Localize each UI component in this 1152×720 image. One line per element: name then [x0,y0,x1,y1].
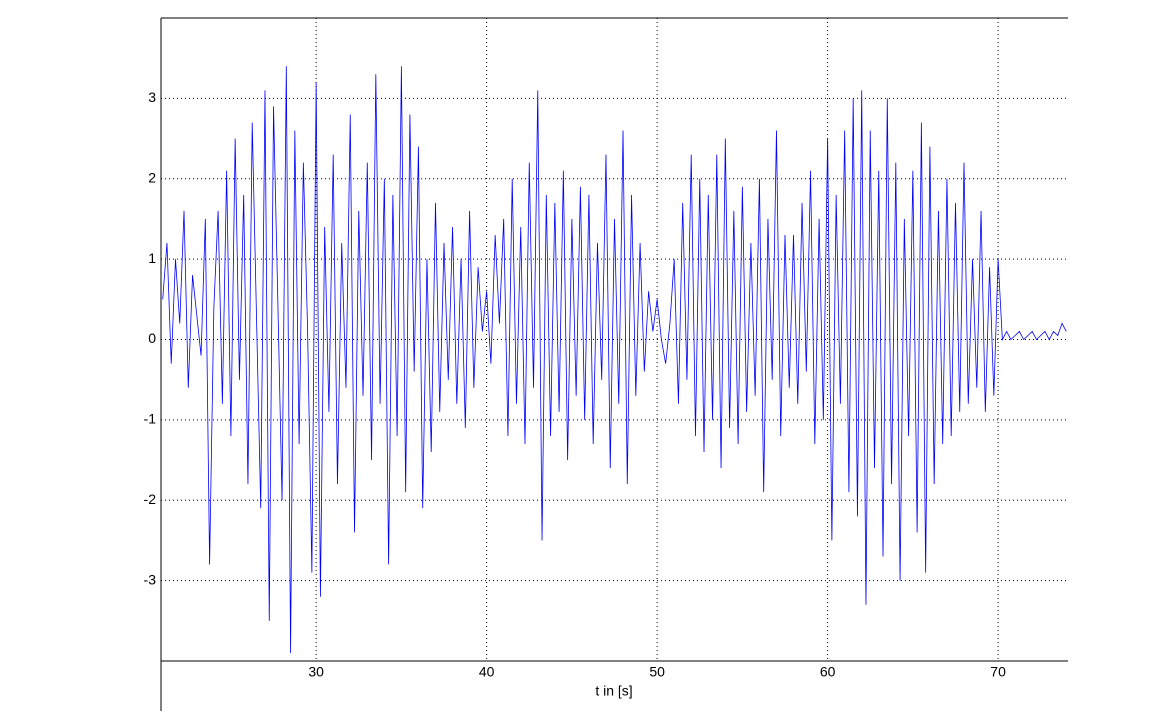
x-tick-label: 50 [649,664,665,680]
y-tick-label: 3 [148,89,156,105]
x-tick-label: 60 [820,664,836,680]
y-tick-label: -1 [144,411,157,427]
y-tick-label: 1 [148,250,156,266]
y-tick-label: -2 [144,491,157,507]
y-tick-label: 2 [148,169,156,185]
x-tick-label: 70 [990,664,1006,680]
y-tick-label: -3 [144,571,157,587]
x-tick-label: 40 [479,664,495,680]
x-tick-label: 30 [308,664,324,680]
x-axis-label: t in [s] [595,683,632,699]
data-line [162,66,1067,653]
y-tick-label: 0 [148,330,156,346]
